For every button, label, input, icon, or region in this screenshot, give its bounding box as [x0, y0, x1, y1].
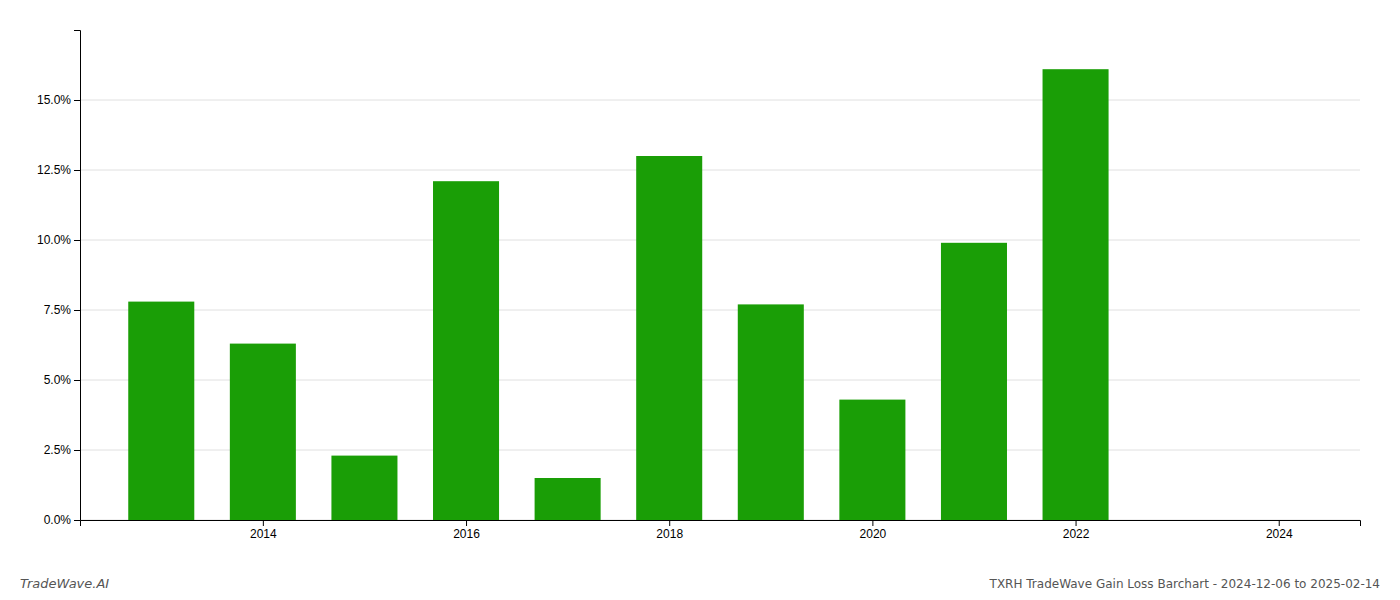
x-tick: 2024 [1266, 520, 1293, 541]
y-tick-mark [74, 450, 80, 451]
y-tick-label: 12.5% [37, 163, 71, 177]
bars [128, 69, 1108, 520]
y-tick: 12.5% [37, 163, 80, 177]
y-tick-mark [74, 240, 80, 241]
x-tick-label: 2018 [656, 527, 683, 541]
x-tick: 2022 [1063, 520, 1090, 541]
y-tick: 0.0% [44, 513, 80, 527]
x-tick-mark [263, 520, 264, 526]
y-tick-mark [74, 520, 80, 521]
x-tick: 2016 [453, 520, 480, 541]
x-tick-mark [1279, 520, 1280, 526]
x-tick: 2014 [250, 520, 277, 541]
y-tick-mark [74, 380, 80, 381]
chart: 0.0%2.5%5.0%7.5%10.0%12.5%15.0%201420162… [0, 0, 1400, 600]
y-tick: 15.0% [37, 93, 80, 107]
y-tick: 5.0% [44, 373, 80, 387]
x-tick: 2020 [860, 520, 887, 541]
grid [80, 100, 1360, 520]
y-tick-label: 15.0% [37, 93, 71, 107]
bar [941, 243, 1007, 520]
x-tick-mark [872, 520, 873, 526]
title: TXRH TradeWave Gain Loss Barchart - 2024… [989, 577, 1380, 591]
y-axis-line [74, 31, 81, 521]
y-tick-label: 7.5% [44, 303, 72, 317]
x-tick-mark [669, 520, 670, 526]
y-axis: 0.0% 2.5% 5.0% 7.5% 10.0% 12.5% 15.0% [37, 31, 81, 528]
bar [738, 304, 804, 520]
bar [331, 456, 397, 520]
y-tick: 2.5% [44, 443, 80, 457]
x-axis: 2014 2016 2018 2020 2022 2024 [81, 520, 1361, 541]
x-axis-line [81, 521, 1361, 527]
grid-line [80, 240, 1360, 241]
y-tick-label: 10.0% [37, 233, 71, 247]
y-tick-mark [74, 170, 80, 171]
x-tick-label: 2022 [1063, 527, 1090, 541]
grid-line [80, 100, 1360, 101]
watermark: TradeWave.AI [20, 576, 109, 591]
y-tick-label: 0.0% [44, 513, 72, 527]
x-tick-mark [466, 520, 467, 526]
x-tick-label: 2014 [250, 527, 277, 541]
x-tick-mark [1076, 520, 1077, 526]
plot-area: 0.0%2.5%5.0%7.5%10.0%12.5%15.0%201420162… [37, 31, 1361, 541]
bar [433, 181, 499, 520]
x-tick-label: 2024 [1266, 527, 1293, 541]
y-tick-mark [74, 310, 80, 311]
y-tick-label: 5.0% [44, 373, 72, 387]
x-tick-label: 2016 [453, 527, 480, 541]
grid-line [80, 310, 1360, 311]
bar [636, 156, 702, 520]
y-tick: 7.5% [44, 303, 80, 317]
x-tick: 2018 [656, 520, 683, 541]
bar [230, 344, 296, 520]
bar [535, 478, 601, 520]
bar [839, 400, 905, 520]
y-tick-mark [74, 100, 80, 101]
bar [128, 302, 194, 520]
bar [1043, 69, 1109, 520]
grid-line [80, 170, 1360, 171]
y-tick-label: 2.5% [44, 443, 72, 457]
y-tick: 10.0% [37, 233, 80, 247]
x-tick-label: 2020 [860, 527, 887, 541]
